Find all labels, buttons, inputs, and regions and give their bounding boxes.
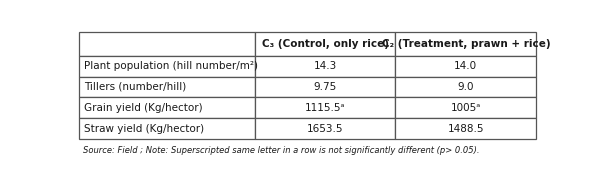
Text: Source: Field ; Note: Superscripted same letter in a row is not significantly di: Source: Field ; Note: Superscripted same… bbox=[83, 146, 480, 155]
Bar bbox=[79, 32, 255, 56]
Bar bbox=[395, 118, 536, 139]
Bar bbox=[79, 56, 255, 77]
Text: C₃ (Control, only rice): C₃ (Control, only rice) bbox=[262, 39, 389, 49]
Bar bbox=[255, 77, 395, 97]
Text: 14.3: 14.3 bbox=[313, 61, 337, 71]
Text: 1005ᵃ: 1005ᵃ bbox=[451, 103, 481, 113]
Bar bbox=[255, 118, 395, 139]
Bar bbox=[79, 97, 255, 118]
Bar bbox=[395, 97, 536, 118]
Text: 1488.5: 1488.5 bbox=[448, 124, 484, 134]
Bar bbox=[255, 32, 395, 56]
Text: Plant population (hill number/m²): Plant population (hill number/m²) bbox=[84, 61, 259, 71]
Text: 9.75: 9.75 bbox=[313, 82, 337, 92]
Text: C₂ (Treatment, prawn + rice): C₂ (Treatment, prawn + rice) bbox=[382, 39, 550, 49]
Text: Tillers (number/hill): Tillers (number/hill) bbox=[84, 82, 187, 92]
Bar bbox=[79, 118, 255, 139]
Text: 14.0: 14.0 bbox=[454, 61, 478, 71]
Text: 9.0: 9.0 bbox=[458, 82, 474, 92]
Bar bbox=[395, 32, 536, 56]
Bar bbox=[255, 56, 395, 77]
Text: 1653.5: 1653.5 bbox=[307, 124, 343, 134]
Text: 1115.5ᵃ: 1115.5ᵃ bbox=[305, 103, 346, 113]
Text: Grain yield (Kg/hector): Grain yield (Kg/hector) bbox=[84, 103, 203, 113]
Bar bbox=[395, 77, 536, 97]
Bar bbox=[79, 77, 255, 97]
Bar bbox=[255, 97, 395, 118]
Text: Straw yield (Kg/hector): Straw yield (Kg/hector) bbox=[84, 124, 205, 134]
Bar bbox=[395, 56, 536, 77]
